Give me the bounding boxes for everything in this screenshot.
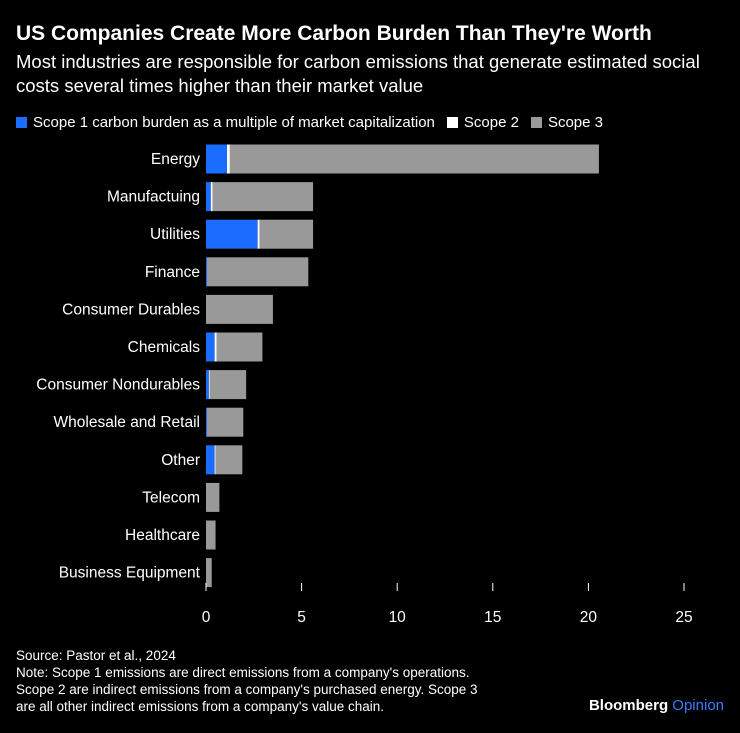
bar-segment-scope2: [214, 445, 216, 475]
category-label: Business Equipment: [59, 565, 201, 582]
bar-segment-scope1: [206, 445, 215, 475]
bar-segment-scope1: [206, 332, 215, 362]
bar-segment-scope2: [208, 370, 210, 400]
category-label: Consumer Nondurables: [36, 377, 200, 394]
legend-label-scope2: Scope 2: [463, 114, 519, 131]
bar-segment-scope3: [216, 332, 263, 362]
brand-suffix: Opinion: [672, 697, 724, 714]
category-label: Chemicals: [128, 339, 201, 356]
bar-segment-scope3: [209, 370, 247, 400]
legend-item-scope1: Scope 1 carbon burden as a multiple of m…: [16, 114, 435, 131]
brand-name: Bloomberg: [588, 697, 669, 714]
x-tick-label: 10: [389, 609, 407, 626]
source-note: Source: Pastor et al., 2024: [16, 648, 176, 663]
legend-swatch-scope2: [446, 117, 458, 128]
bar-segment-scope3: [206, 482, 220, 512]
category-label: Manufactuing: [107, 189, 200, 206]
bar-segment-scope3: [206, 257, 309, 287]
bar-segment-scope1: [206, 144, 228, 174]
legend-label-scope3: Scope 3: [547, 114, 603, 131]
legend: Scope 1 carbon burden as a multiple of m…: [16, 114, 615, 131]
bar-segment-scope3: [212, 182, 314, 212]
legend-item-scope3: Scope 3: [530, 114, 603, 131]
x-tick-label: 0: [202, 609, 211, 626]
category-label: Consumer Durables: [62, 301, 200, 318]
bar-segment-scope3: [206, 407, 244, 437]
bar-segment-scope2: [210, 182, 213, 212]
legend-swatch-scope1: [16, 117, 27, 128]
legend-swatch-scope3: [530, 117, 542, 128]
note-line-1: Note: Scope 1 emissions are direct emiss…: [16, 665, 470, 680]
chart-subtitle: Most industries are responsible for carb…: [16, 51, 700, 96]
x-tick-label: 20: [580, 609, 598, 626]
bar-segment-scope1: [206, 370, 209, 400]
category-label: Wholesale and Retail: [54, 414, 200, 431]
note-line-3: are all other indirect emissions from a …: [16, 699, 384, 714]
bar-segment-scope3: [206, 520, 216, 550]
brand-logo: Bloomberg Opinion: [589, 697, 724, 714]
legend-label-scope1: Scope 1 carbon burden as a multiple of m…: [33, 114, 435, 131]
legend-item-scope2: Scope 2: [446, 114, 519, 131]
category-label: Other: [161, 452, 200, 469]
bar-segment-scope2: [214, 332, 217, 362]
category-label: Utilities: [150, 226, 200, 243]
bar-segment-scope2: [227, 144, 230, 174]
note-line-2: Scope 2 are indirect emissions from a co…: [16, 682, 478, 697]
bar-segment-scope3: [206, 558, 212, 588]
bar-segment-scope1: [206, 182, 211, 212]
category-label: Finance: [145, 264, 200, 281]
bar-segment-scope1: [206, 219, 258, 249]
chart-title: US Companies Create More Carbon Burden T…: [16, 22, 652, 45]
category-label: Telecom: [142, 489, 200, 506]
bar-segment-scope3: [215, 445, 243, 475]
bar-segment-scope3: [259, 219, 314, 249]
bar-chart: Energy Manufactuing Utilities Finance Consum…: [36, 144, 693, 626]
bar-segment-scope2: [257, 219, 260, 249]
category-label: Healthcare: [125, 527, 200, 544]
bar-segment-scope3: [206, 294, 273, 324]
x-tick-label: 25: [675, 609, 692, 626]
x-tick-label: 15: [484, 609, 501, 626]
bar-segment-scope1: [206, 257, 207, 287]
bar-segment-scope1: [206, 407, 207, 437]
category-label: Energy: [151, 151, 200, 168]
x-tick-label: 5: [297, 609, 306, 626]
bar-segment-scope3: [229, 144, 599, 174]
footer: Source: Pastor et al., 2024 Note: Scope …: [16, 647, 586, 715]
